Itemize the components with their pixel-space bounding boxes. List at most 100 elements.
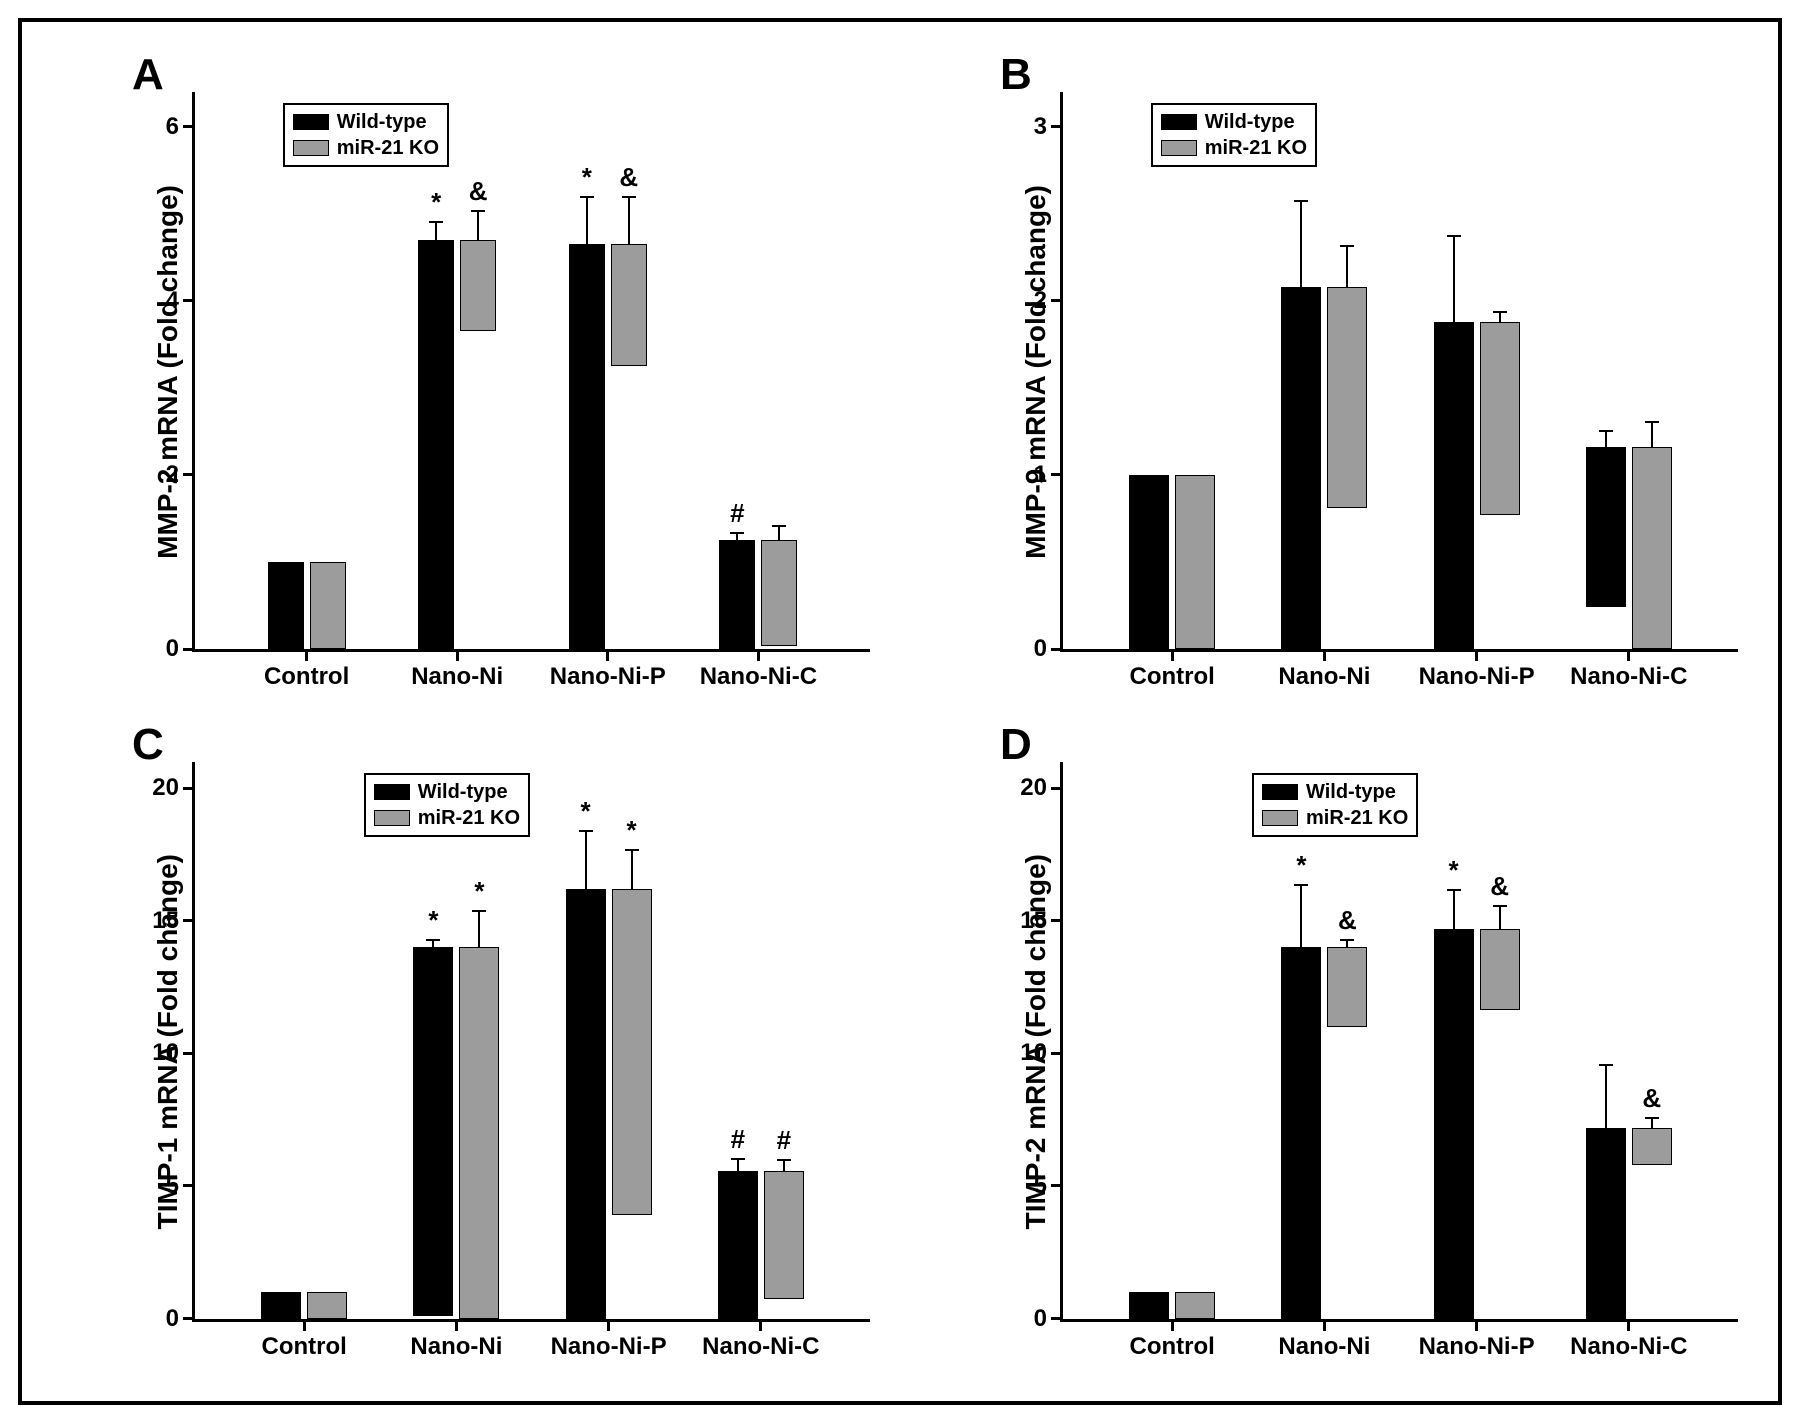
ytick [183,299,195,302]
legend-label: Wild-type [1306,779,1396,805]
legend-label: Wild-type [1205,109,1295,135]
legend-row: Wild-type [374,779,520,805]
ytick-label: 20 [152,774,179,802]
plot-area-C: 05101520Wild-typemiR-21 KOControl**Nano-… [192,762,870,1322]
xtick [456,649,459,661]
legend-swatch [293,140,329,156]
significance-marker: & [1490,871,1509,902]
bar-group: ** [413,947,499,1318]
ytick-label: 0 [166,635,179,663]
xtick-label: Control [262,1333,347,1361]
error-cap [1493,905,1507,907]
bar-group [1281,287,1367,649]
error-bar [737,1159,739,1172]
significance-marker: * [1449,855,1459,886]
xtick [1475,1319,1478,1331]
ytick-label: 10 [1020,1039,1047,1067]
ytick [1051,648,1063,651]
bar-mir21-ko: & [460,240,496,331]
ytick [183,125,195,128]
error-cap [1447,235,1461,237]
xtick-label: Nano-Ni [410,1333,502,1361]
legend-label: miR-21 KO [418,805,520,831]
error-bar [477,211,479,241]
error-cap [429,221,443,223]
xtick [1171,1319,1174,1331]
significance-marker: * [474,876,484,907]
bar-group [1586,447,1672,649]
significance-marker: * [431,187,441,218]
bar-wild-type [1129,475,1169,649]
bar-mir21-ko [1480,322,1520,515]
figure-frame: A MMP-2 mRNA (Fold change) 0246Wild-type… [18,18,1782,1405]
bar-group [1129,1292,1215,1319]
error-cap [1645,421,1659,423]
ytick-label: 0 [166,1305,179,1333]
error-cap [580,196,594,198]
bar-wild-type [1586,1128,1626,1319]
bar-mir21-ko: & [1327,947,1367,1027]
significance-marker: & [619,162,638,193]
ytick [183,473,195,476]
bar-wild-type [1586,447,1626,607]
xtick-label: Control [264,663,349,691]
legend-label: Wild-type [418,779,508,805]
xtick-label: Nano-Ni-P [551,1333,667,1361]
ytick-label: 10 [152,1039,179,1067]
bar-group [1434,322,1520,649]
legend: Wild-typemiR-21 KO [1151,103,1317,167]
bar-mir21-ko [1327,287,1367,508]
legend: Wild-typemiR-21 KO [364,773,530,837]
ytick [1051,919,1063,922]
xtick [1627,1319,1630,1331]
ytick-label: 2 [1034,287,1047,315]
error-cap [579,830,593,832]
ytick-label: 1 [1034,461,1047,489]
error-bar [1605,1065,1607,1129]
error-cap [625,849,639,851]
xtick [305,649,308,661]
error-cap [1493,311,1507,313]
xtick [606,649,609,661]
legend-swatch [1262,784,1298,800]
xtick-label: Nano-Ni-P [1419,1333,1535,1361]
bar-mir21-ko [310,562,346,649]
bar-mir21-ko: & [1480,929,1520,1010]
error-bar [736,533,738,542]
bar-group: *& [418,240,496,649]
error-cap [1294,884,1308,886]
error-cap [1340,939,1354,941]
ytick [1051,125,1063,128]
legend-row: Wild-type [1262,779,1408,805]
bar-mir21-ko: # [764,1171,804,1298]
legend: Wild-typemiR-21 KO [1252,773,1418,837]
legend-swatch [1161,114,1197,130]
ytick [183,1052,195,1055]
bar-wild-type [1281,287,1321,649]
bar-mir21-ko: & [611,244,647,366]
xtick-label: Nano-Ni-C [702,1333,819,1361]
error-bar [1453,890,1455,930]
bar-mir21-ko: * [459,947,499,1318]
xtick-label: Nano-Ni-C [1570,1333,1687,1361]
bar-wild-type [1129,1292,1169,1319]
bar-group: *& [1434,929,1520,1319]
bar-group: ## [718,1171,804,1318]
ytick-label: 4 [166,287,179,315]
xtick [759,1319,762,1331]
error-cap [1340,245,1354,247]
xtick [607,1319,610,1331]
legend-row: Wild-type [293,109,439,135]
significance-marker: * [582,162,592,193]
error-cap [1294,200,1308,202]
ytick [1051,299,1063,302]
bar-wild-type: # [719,540,755,649]
bar-mir21-ko [1632,447,1672,649]
legend: Wild-typemiR-21 KO [283,103,449,167]
legend-label: miR-21 KO [1205,135,1307,161]
error-bar [1453,236,1455,323]
ytick-label: 5 [166,1172,179,1200]
error-bar [1605,431,1607,448]
error-cap [1447,889,1461,891]
bar-mir21-ko [1175,475,1215,649]
